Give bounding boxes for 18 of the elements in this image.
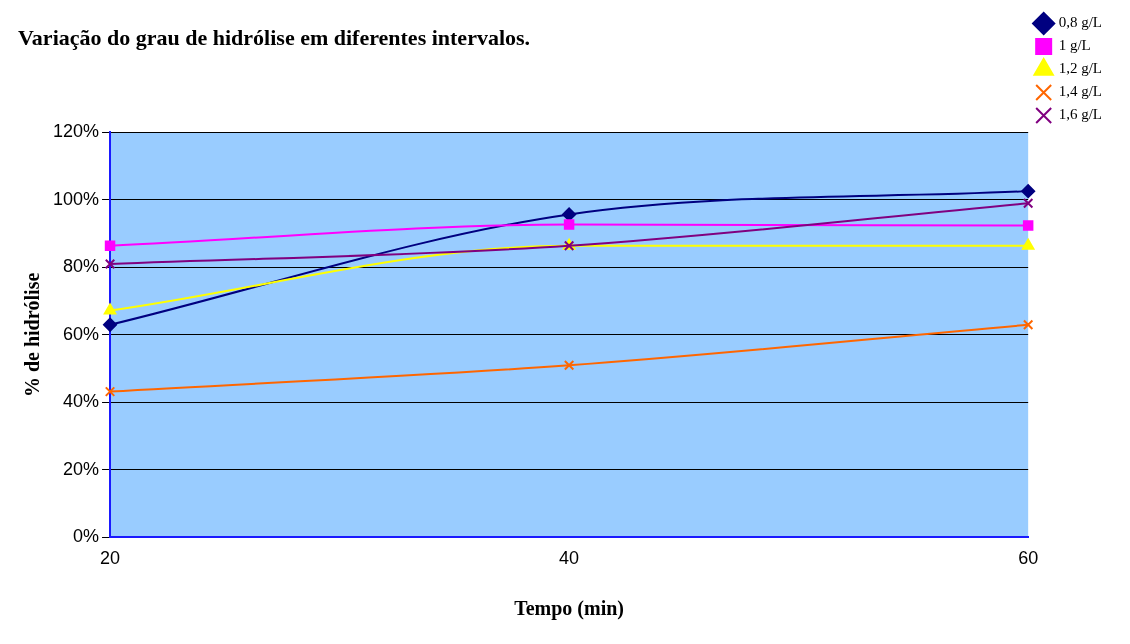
legend-label: 1,6 g/L <box>1058 106 1103 123</box>
x-tick-label: 60 <box>1018 548 1039 569</box>
y-tick-label: 60% <box>63 323 100 344</box>
legend-label: 1,2 g/L <box>1058 60 1103 77</box>
x-axis-title: Tempo (min) <box>514 597 625 621</box>
legend-label: 0,8 g/L <box>1058 14 1103 31</box>
legend-label: 1,4 g/L <box>1058 83 1103 100</box>
y-tick-label: 80% <box>63 256 100 277</box>
x-tick-label: 20 <box>100 548 121 569</box>
y-tick-label: 20% <box>63 458 100 479</box>
y-tick-label: 100% <box>52 188 100 209</box>
y-tick-label: 40% <box>63 391 100 412</box>
y-tick-label: 0% <box>73 526 100 547</box>
y-tick-label: 120% <box>52 121 100 142</box>
chart-title: Variação do grau de hidrólise em diferentes intervalos. <box>18 24 531 50</box>
y-axis-title: % de hidrólise <box>21 272 44 398</box>
legend-label: 1 g/L <box>1058 37 1091 54</box>
x-tick-label: 40 <box>559 548 580 569</box>
